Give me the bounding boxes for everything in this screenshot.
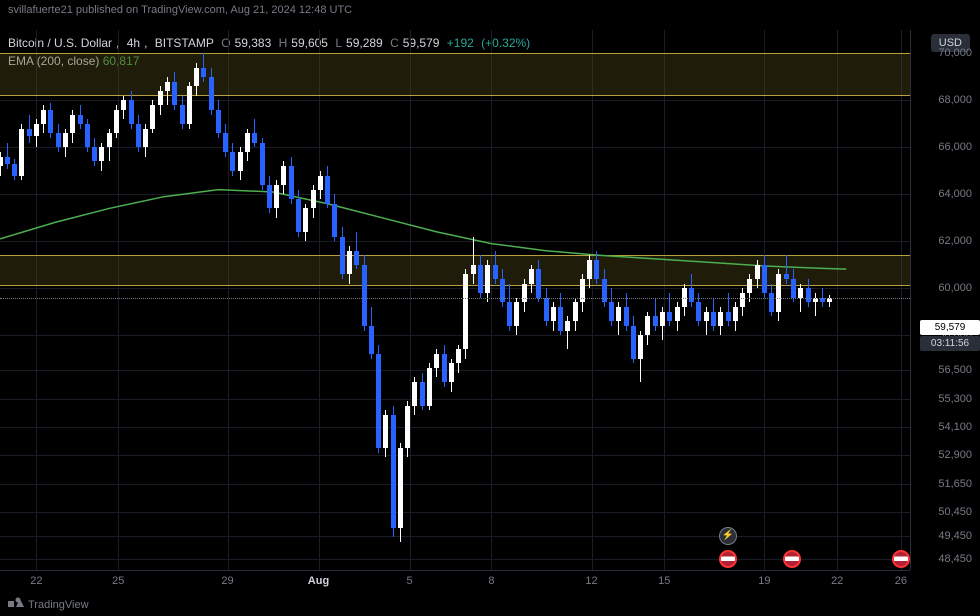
gridline-h (0, 484, 910, 485)
gridline-v (764, 30, 765, 570)
y-axis[interactable]: 70,00068,00066,00064,00062,00060,00058,0… (910, 30, 980, 570)
gridline-v (664, 30, 665, 570)
gridline-h (0, 194, 910, 195)
gridline-v (319, 30, 320, 570)
tradingview-logo-icon (8, 597, 24, 612)
gridline-v (228, 30, 229, 570)
x-tick: 19 (758, 575, 770, 587)
flag-event-icon[interactable] (892, 550, 910, 568)
y-tick: 56,500 (938, 364, 972, 376)
x-tick: 25 (112, 575, 124, 587)
gridline-h (0, 559, 910, 560)
gridline-v (36, 30, 37, 570)
gridline-h (0, 536, 910, 537)
x-tick: 22 (30, 575, 42, 587)
gridline-v (592, 30, 593, 570)
y-tick: 49,450 (938, 530, 972, 542)
y-tick: 52,900 (938, 449, 972, 461)
y-tick: 50,450 (938, 506, 972, 518)
gridline-h (0, 288, 910, 289)
publish-info: svillafuerte21 published on TradingView.… (8, 4, 352, 16)
gridline-h (0, 399, 910, 400)
y-tick: 62,000 (938, 235, 972, 247)
gridline-v (491, 30, 492, 570)
y-tick: 66,000 (938, 141, 972, 153)
bolt-event-icon[interactable]: ⚡ (719, 527, 737, 545)
y-tick: 70,000 (938, 47, 972, 59)
gridline-v (410, 30, 411, 570)
gridline-h (0, 370, 910, 371)
y-tick: 48,450 (938, 553, 972, 565)
gridline-h (0, 427, 910, 428)
price-zone (0, 53, 910, 95)
x-tick: 5 (406, 575, 412, 587)
current-price-line (0, 298, 910, 299)
x-tick: 12 (585, 575, 597, 587)
y-tick: 51,650 (938, 478, 972, 490)
x-tick: Aug (308, 575, 329, 587)
y-tick: 68,000 (938, 94, 972, 106)
x-tick: 26 (895, 575, 907, 587)
x-tick: 22 (831, 575, 843, 587)
gridline-h (0, 241, 910, 242)
price-tag: 59,579 (920, 320, 980, 335)
chart-plot-area[interactable]: ⚡ (0, 30, 910, 570)
x-tick: 15 (658, 575, 670, 587)
flag-event-icon[interactable] (783, 550, 801, 568)
chart-container: svillafuerte21 published on TradingView.… (0, 0, 980, 616)
gridline-h (0, 455, 910, 456)
y-tick: 54,100 (938, 421, 972, 433)
gridline-h (0, 335, 910, 336)
x-tick: 29 (221, 575, 233, 587)
x-axis[interactable]: 22 25 29 Aug 5 8 12 15 19 22 26 (0, 570, 910, 594)
flag-event-icon[interactable] (719, 550, 737, 568)
y-tick: 55,300 (938, 393, 972, 405)
y-tick: 64,000 (938, 188, 972, 200)
y-tick: 60,000 (938, 282, 972, 294)
price-zone (0, 255, 910, 286)
footer-brand: TradingView (8, 597, 89, 612)
x-tick: 8 (488, 575, 494, 587)
gridline-h (0, 512, 910, 513)
gridline-v (837, 30, 838, 570)
gridline-h (0, 100, 910, 101)
countdown-tag: 03:11:56 (920, 336, 980, 351)
gridline-v (901, 30, 902, 570)
gridline-h (0, 147, 910, 148)
